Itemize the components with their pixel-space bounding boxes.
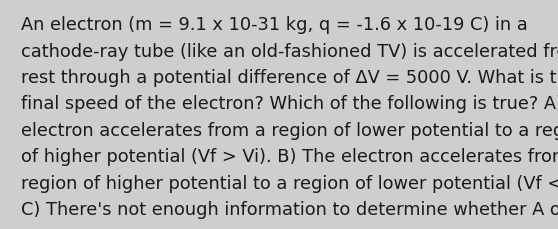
Text: region of higher potential to a region of lower potential (Vf < Vi).: region of higher potential to a region o… — [21, 174, 558, 192]
Text: An electron (m = 9.1 x 10-31 kg, q = -1.6 x 10-19 C) in a: An electron (m = 9.1 x 10-31 kg, q = -1.… — [21, 16, 528, 34]
Text: final speed of the electron? Which of the following is true? A) The: final speed of the electron? Which of th… — [21, 95, 558, 113]
Text: true.: true. — [21, 227, 63, 229]
Text: rest through a potential difference of ΔV = 5000 V. What is the: rest through a potential difference of Δ… — [21, 69, 558, 87]
Text: C) There's not enough information to determine whether A or B is: C) There's not enough information to det… — [21, 200, 558, 218]
Text: electron accelerates from a region of lower potential to a region: electron accelerates from a region of lo… — [21, 121, 558, 139]
Text: of higher potential (Vf > Vi). B) The electron accelerates from a: of higher potential (Vf > Vi). B) The el… — [21, 148, 558, 166]
Text: cathode-ray tube (like an old-fashioned TV) is accelerated from: cathode-ray tube (like an old-fashioned … — [21, 42, 558, 60]
